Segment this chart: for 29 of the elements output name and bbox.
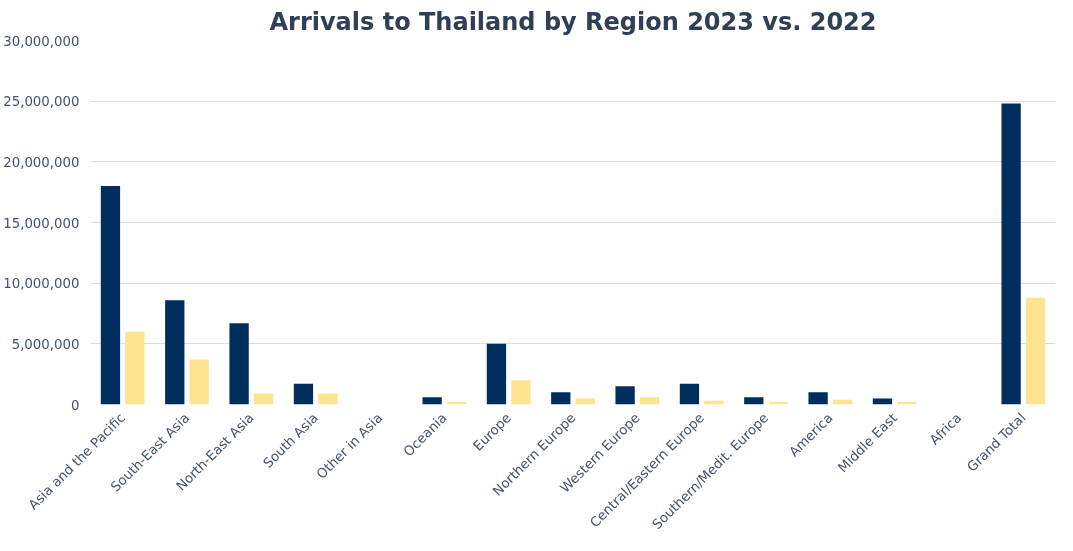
chart-title: Arrivals to Thailand by Region 2023 vs. 2022 (269, 7, 877, 36)
y-tick-label: 10,000,000 (3, 276, 80, 292)
bar (253, 393, 274, 405)
y-tick-label: 20,000,000 (3, 154, 80, 170)
y-tick-label: 0 (71, 397, 80, 413)
bar (318, 393, 338, 405)
bar (511, 380, 531, 405)
bar (125, 331, 145, 405)
bar (1001, 103, 1021, 405)
bar (615, 386, 635, 405)
bar (872, 398, 893, 405)
bar (551, 392, 571, 405)
bar (744, 397, 764, 405)
bar (808, 392, 828, 405)
bar (293, 383, 314, 405)
bar (679, 383, 700, 405)
bar (575, 398, 595, 405)
y-tick-label: 15,000,000 (3, 215, 80, 231)
bar (486, 343, 507, 405)
bar (1025, 297, 1046, 405)
bar (639, 397, 660, 405)
bar (165, 300, 185, 405)
bar (189, 359, 209, 405)
y-tick-label: 30,000,000 (3, 33, 80, 49)
bar (422, 397, 442, 405)
bar (100, 186, 121, 405)
bar (229, 323, 249, 405)
y-tick-label: 5,000,000 (11, 336, 80, 352)
y-tick-label: 25,000,000 (3, 94, 80, 110)
